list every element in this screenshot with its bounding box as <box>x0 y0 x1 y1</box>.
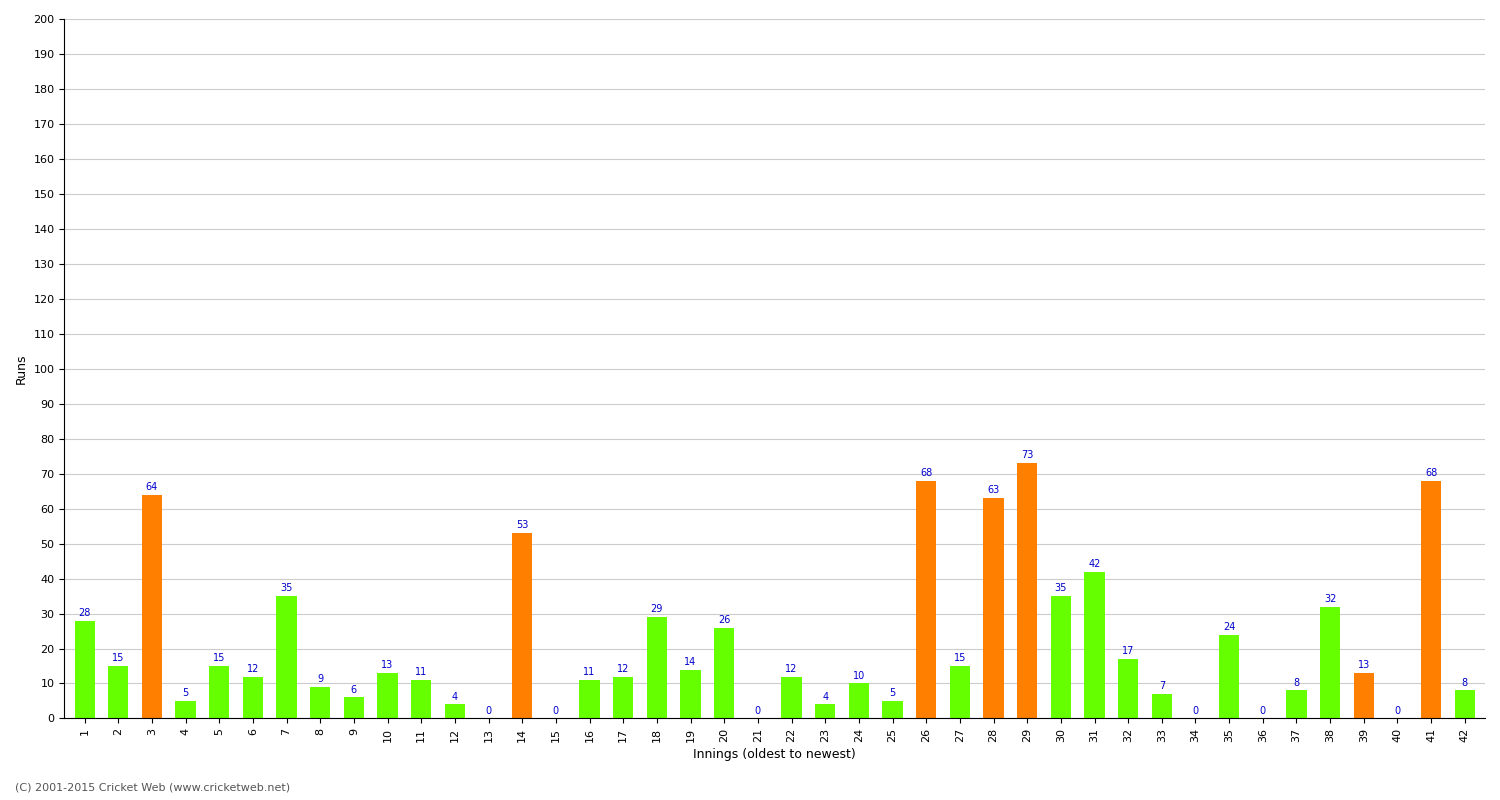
Bar <box>1152 694 1172 718</box>
Text: 32: 32 <box>1324 594 1336 604</box>
Text: 28: 28 <box>78 608 92 618</box>
Text: 4: 4 <box>452 692 458 702</box>
Text: 13: 13 <box>1358 660 1370 670</box>
Bar <box>378 673 398 718</box>
Bar <box>614 677 633 718</box>
Text: 12: 12 <box>786 664 798 674</box>
Bar <box>984 498 1004 718</box>
Bar <box>815 705 836 718</box>
Bar <box>512 533 532 718</box>
Bar <box>950 666 970 718</box>
Bar <box>1287 690 1306 718</box>
Text: (C) 2001-2015 Cricket Web (www.cricketweb.net): (C) 2001-2015 Cricket Web (www.cricketwe… <box>15 782 290 792</box>
Bar <box>882 701 903 718</box>
Text: 0: 0 <box>1395 706 1401 716</box>
Text: 15: 15 <box>112 654 125 663</box>
Bar <box>446 705 465 718</box>
Text: 11: 11 <box>416 667 428 678</box>
Text: 64: 64 <box>146 482 158 492</box>
Bar <box>1118 659 1138 718</box>
Text: 0: 0 <box>1260 706 1266 716</box>
Text: 68: 68 <box>1425 468 1437 478</box>
Bar <box>1017 463 1038 718</box>
Text: 73: 73 <box>1022 450 1034 460</box>
Text: 63: 63 <box>987 486 999 495</box>
Text: 8: 8 <box>1461 678 1468 688</box>
Text: 0: 0 <box>754 706 760 716</box>
Text: 14: 14 <box>684 657 696 666</box>
Text: 0: 0 <box>486 706 492 716</box>
Text: 7: 7 <box>1158 681 1166 691</box>
Bar <box>243 677 262 718</box>
Bar <box>176 701 195 718</box>
Bar <box>782 677 801 718</box>
Text: 5: 5 <box>183 688 189 698</box>
Bar <box>681 670 700 718</box>
Text: 9: 9 <box>316 674 324 684</box>
Text: 29: 29 <box>651 604 663 614</box>
Bar <box>1420 481 1442 718</box>
Text: 6: 6 <box>351 685 357 694</box>
Text: 8: 8 <box>1293 678 1299 688</box>
Text: 35: 35 <box>280 583 292 594</box>
Text: 10: 10 <box>852 670 865 681</box>
Bar <box>579 680 600 718</box>
Bar <box>1050 596 1071 718</box>
Text: 11: 11 <box>584 667 596 678</box>
Bar <box>75 621 94 718</box>
Text: 42: 42 <box>1089 558 1101 569</box>
X-axis label: Innings (oldest to newest): Innings (oldest to newest) <box>693 748 856 761</box>
Bar <box>310 687 330 718</box>
Bar <box>646 617 668 718</box>
Bar <box>344 698 364 718</box>
Bar <box>1084 571 1104 718</box>
Text: 17: 17 <box>1122 646 1134 656</box>
Text: 12: 12 <box>616 664 630 674</box>
Bar <box>209 666 230 718</box>
Bar <box>108 666 129 718</box>
Text: 4: 4 <box>822 692 828 702</box>
Bar <box>1353 673 1374 718</box>
Bar <box>849 683 868 718</box>
Bar <box>1220 634 1239 718</box>
Text: 68: 68 <box>920 468 933 478</box>
Bar <box>714 627 735 718</box>
Text: 12: 12 <box>246 664 259 674</box>
Bar <box>916 481 936 718</box>
Y-axis label: Runs: Runs <box>15 354 28 384</box>
Bar <box>142 494 162 718</box>
Text: 13: 13 <box>381 660 393 670</box>
Text: 0: 0 <box>554 706 560 716</box>
Bar <box>1320 606 1340 718</box>
Text: 53: 53 <box>516 520 528 530</box>
Text: 35: 35 <box>1054 583 1066 594</box>
Text: 0: 0 <box>1192 706 1198 716</box>
Text: 5: 5 <box>890 688 896 698</box>
Bar <box>1455 690 1474 718</box>
Text: 15: 15 <box>213 654 225 663</box>
Text: 26: 26 <box>718 614 730 625</box>
Text: 15: 15 <box>954 654 966 663</box>
Text: 24: 24 <box>1222 622 1236 632</box>
Bar <box>411 680 432 718</box>
Bar <box>276 596 297 718</box>
